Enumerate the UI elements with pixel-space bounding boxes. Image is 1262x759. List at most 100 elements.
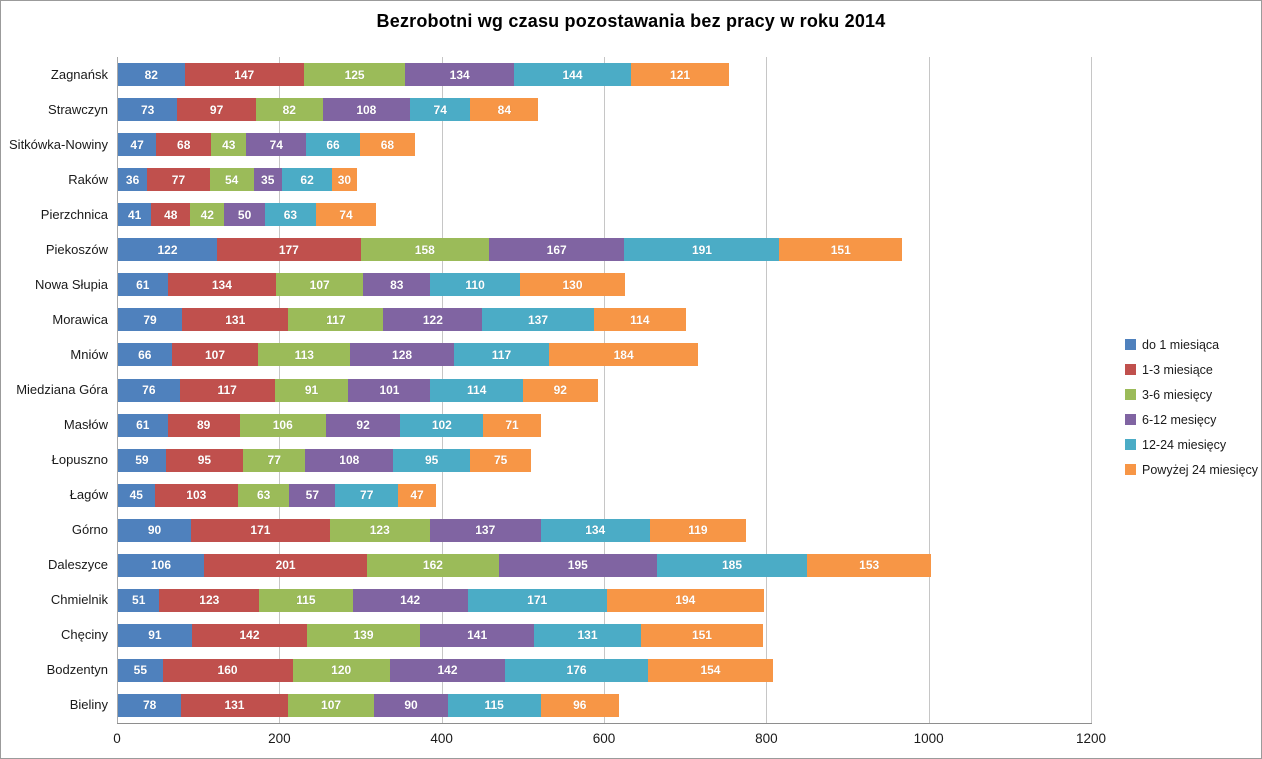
legend-item: do 1 miesiąca (1125, 332, 1261, 357)
bar-segment: 63 (264, 203, 316, 227)
bar-segment: 131 (181, 693, 288, 717)
bar-value-label: 89 (196, 418, 211, 433)
bar-value-label: 71 (505, 418, 519, 433)
bar-value-label: 76 (142, 383, 156, 397)
bar-segment: 68 (156, 133, 212, 157)
bar-segment: 134 (540, 518, 650, 542)
bar-segment: 117 (454, 343, 549, 367)
bar-segment: 76 (118, 378, 180, 402)
legend-item: 6-12 mesięcy (1125, 407, 1261, 432)
bar-value-label: 141 (467, 628, 488, 643)
bar-value-label: 106 (151, 558, 172, 573)
bar-segment: 73 (118, 98, 178, 122)
bar-value-label: 61 (136, 277, 150, 292)
bar-segment: 41 (118, 203, 152, 227)
bar-segment: 144 (514, 63, 631, 87)
bar-value-label: 48 (164, 207, 178, 222)
bar-segment: 125 (303, 63, 406, 87)
bar-value-label: 114 (467, 383, 487, 397)
y-category-label: Pierzchnica (40, 206, 108, 222)
bar-segment: 97 (177, 98, 256, 122)
bar-value-label: 77 (360, 488, 374, 503)
bar-segment: 121 (630, 63, 730, 87)
y-category-label: Łagów (69, 487, 108, 503)
bar-value-label: 184 (613, 347, 634, 362)
bar-value-label: 121 (670, 67, 691, 82)
x-tick-label: 800 (755, 731, 778, 746)
bar-segment: 194 (606, 588, 765, 612)
legend-label: do 1 miesiąca (1142, 337, 1220, 352)
y-category-label: Chęciny (61, 627, 108, 643)
y-category-label: Strawczyn (48, 101, 108, 117)
bar-segment: 122 (118, 238, 218, 262)
bar-segment: 43 (211, 133, 247, 157)
bar-segment: 63 (238, 483, 290, 507)
legend-swatch-icon (1125, 364, 1136, 375)
bar-segment: 123 (329, 518, 430, 542)
bar-value-label: 77 (267, 453, 281, 468)
bar-value-label: 110 (465, 277, 485, 292)
bar-value-label: 185 (721, 558, 743, 573)
bar-value-label: 91 (304, 383, 319, 397)
bar-segment: 92 (522, 378, 598, 402)
bar-value-label: 177 (278, 242, 299, 257)
bar-value-label: 79 (143, 312, 157, 327)
bar-value-label: 30 (337, 172, 352, 187)
bar-segment: 91 (274, 378, 349, 402)
bar-segment: 122 (383, 308, 483, 332)
gridline-x-600 (604, 57, 605, 723)
bar-row-Zagnańsk: 82 147 125 134 144 121 (118, 63, 730, 87)
bar-segment: 113 (258, 343, 351, 367)
bar-value-label: 108 (356, 102, 377, 117)
y-category-label: Morawica (52, 311, 108, 327)
y-category-label: Sitkówka-Nowiny (9, 136, 108, 152)
bar-value-label: 123 (199, 593, 220, 608)
bar-value-label: 92 (553, 383, 567, 397)
bar-value-label: 106 (272, 418, 293, 433)
legend: do 1 miesiąca 1-3 miesiące 3-6 miesięcy 6-1… (1125, 332, 1261, 482)
bar-value-label: 47 (130, 137, 144, 152)
bar-value-label: 82 (282, 102, 296, 117)
bar-value-label: 195 (567, 558, 588, 573)
bar-segment: 154 (647, 658, 773, 682)
bar-segment: 185 (656, 553, 808, 577)
bar-value-label: 167 (546, 242, 567, 257)
bar-value-label: 171 (527, 593, 548, 608)
bar-segment: 107 (171, 343, 259, 367)
bar-value-label: 73 (140, 102, 155, 117)
bar-value-label: 117 (217, 383, 237, 397)
bar-value-label: 90 (147, 523, 162, 538)
bar-segment: 128 (350, 343, 454, 367)
bar-value-label: 91 (148, 628, 162, 643)
bar-value-label: 122 (422, 312, 443, 327)
bar-segment: 55 (118, 658, 163, 682)
bar-segment: 106 (118, 553, 205, 577)
bar-value-label: 120 (331, 663, 352, 678)
bar-segment: 153 (807, 553, 932, 577)
bar-value-label: 36 (125, 172, 140, 187)
bar-segment: 35 (253, 168, 282, 192)
bar-segment: 139 (307, 623, 420, 647)
bar-value-label: 84 (497, 102, 511, 117)
bar-segment: 141 (419, 623, 535, 647)
bar-segment: 115 (259, 588, 353, 612)
chart-title: Bezrobotni wg czasu pozostawania bez pra… (376, 11, 886, 31)
bar-value-label: 107 (309, 277, 330, 292)
legend-label: 3-6 miesięcy (1142, 387, 1213, 402)
bar-value-label: 153 (859, 558, 880, 573)
bar-segment: 77 (335, 483, 398, 507)
bar-row-Łagów: 45 103 63 57 77 47 (118, 483, 437, 507)
bar-segment: 95 (165, 448, 243, 472)
bar-value-label: 45 (129, 488, 143, 503)
bar-row-Masłów: 61 89 106 92 102 71 (118, 413, 541, 437)
bar-segment: 74 (410, 98, 471, 122)
bar-segment: 110 (430, 273, 520, 297)
bar-segment: 57 (289, 483, 336, 507)
legend-swatch-icon (1125, 339, 1136, 350)
bar-value-label: 74 (269, 137, 283, 152)
bar-segment: 137 (429, 518, 541, 542)
bar-row-Morawica: 79 131 117 122 137 114 (118, 308, 687, 332)
bar-value-label: 42 (200, 207, 214, 222)
bar-value-label: 61 (136, 418, 150, 433)
